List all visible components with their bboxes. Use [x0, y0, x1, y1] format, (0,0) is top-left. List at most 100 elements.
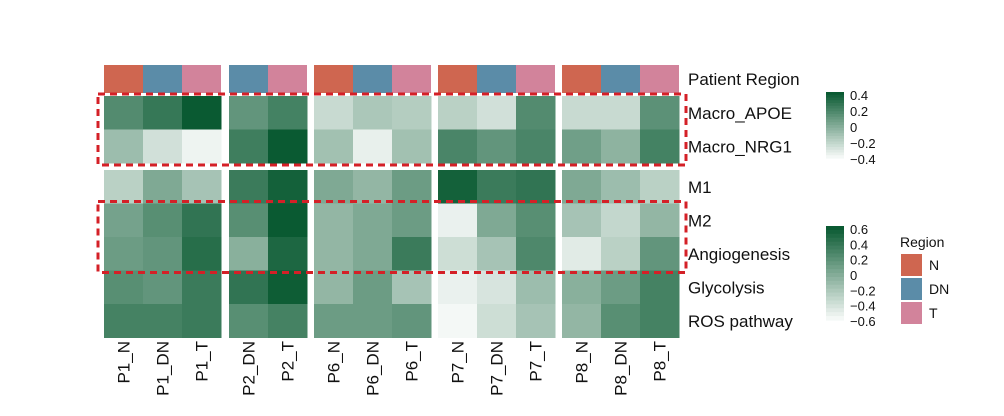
- heatmap-cell-Macro_NRG1-P7_T: [516, 129, 556, 164]
- heatmap-cell-Glycolysis-P8_DN: [601, 270, 641, 305]
- heatmap-cell-ROS pathway-P1_N: [104, 304, 144, 338]
- color-scale-1-step-9: [826, 261, 844, 266]
- color-scale-0-step-16: [826, 136, 844, 140]
- heatmap-cell-ROS pathway-P6_T: [392, 304, 432, 338]
- heatmap-cell-Macro_NRG1-P1_N: [104, 129, 144, 164]
- color-scale-1-step-17: [826, 292, 844, 298]
- color-scale-0-step-11: [826, 122, 844, 126]
- heatmap-cell-M2-P2_T: [268, 203, 308, 238]
- color-scale-0-step-17: [826, 138, 844, 143]
- heatmap-cell-M1-P7_N: [438, 170, 478, 204]
- heatmap-cell-M1-P6_T: [392, 170, 432, 204]
- row-label-ROS pathway: ROS pathway: [688, 312, 793, 331]
- heatmap-cell-M2-P8_N: [562, 203, 602, 238]
- heatmap-cell-M1-P6_DN: [353, 170, 393, 204]
- region-legend-label-T: T: [929, 305, 938, 321]
- region-legend-swatch-DN: [901, 278, 922, 300]
- annotation-cell-P6_DN: [353, 65, 392, 93]
- highlight-box-1: [96, 200, 688, 274]
- column-label-P1_N: P1_N: [115, 341, 134, 384]
- heatmap-cell-Angiogenesis-P1_DN: [143, 237, 183, 271]
- heatmap-cell-Glycolysis-P1_N: [104, 270, 144, 305]
- heatmap-cell-Macro_APOE-P8_DN: [601, 96, 641, 130]
- heatmap-cell-M2-P7_DN: [477, 203, 517, 238]
- heatmap-cell-M2-P1_N: [104, 203, 144, 238]
- heatmap-cell-Glycolysis-P1_T: [182, 270, 222, 305]
- color-scale-1-step-1: [826, 229, 844, 235]
- heatmap-cell-Macro_NRG1-P7_N: [438, 129, 478, 164]
- heatmap-cell-Macro_APOE-P7_DN: [477, 96, 517, 130]
- heatmap-cell-Angiogenesis-P7_DN: [477, 237, 517, 271]
- color-scale-1-step-2: [826, 233, 844, 239]
- color-scale-1-step-23: [826, 316, 844, 321]
- color-scale-0-step-8: [826, 114, 844, 118]
- color-scale-1-step-12: [826, 273, 844, 278]
- heatmap-cell-ROS pathway-P7_N: [438, 304, 478, 338]
- heatmap-cell-M2-P7_T: [516, 203, 556, 238]
- heatmap-cell-Macro_NRG1-P8_N: [562, 129, 602, 164]
- heatmap-cell-ROS pathway-P2_T: [268, 304, 308, 338]
- column-label-P1_T: P1_T: [193, 341, 212, 382]
- heatmap-cell-Macro_APOE-P2_DN: [229, 96, 269, 130]
- heatmap-cell-Angiogenesis-P1_T: [182, 237, 222, 271]
- color-scale-0-tick-1: 0.2: [850, 104, 868, 119]
- heatmap-cell-M2-P6_T: [392, 203, 432, 238]
- color-scale-1-step-5: [826, 245, 844, 251]
- heatmap-cell-Macro_APOE-P7_T: [516, 96, 556, 130]
- heatmap-cell-M1-P1_DN: [143, 170, 183, 204]
- annotation-cell-P8_T: [640, 65, 679, 93]
- heatmap-cell-Glycolysis-P8_N: [562, 270, 602, 305]
- heatmap-cell-M2-P6_DN: [353, 203, 393, 238]
- heatmap-cell-Macro_APOE-P2_T: [268, 96, 308, 130]
- heatmap-cell-Angiogenesis-P6_T: [392, 237, 432, 271]
- heatmap-cell-Macro_APOE-P6_DN: [353, 96, 393, 130]
- heatmap-cell-Glycolysis-P6_DN: [353, 270, 393, 305]
- heatmap-cell-M1-P2_T: [268, 170, 308, 204]
- heatmap-cell-Macro_APOE-P1_N: [104, 96, 144, 130]
- heatmap-cell-ROS pathway-P1_T: [182, 304, 222, 338]
- heatmap-cell-Glycolysis-P1_DN: [143, 270, 183, 305]
- column-label-P1_DN: P1_DN: [154, 341, 173, 396]
- annotation-cell-P2_DN: [229, 65, 268, 93]
- heatmap-cell-Angiogenesis-P2_T: [268, 237, 308, 271]
- heatmap-cell-Macro_NRG1-P8_DN: [601, 129, 641, 164]
- heatmap-cell-Glycolysis-P2_T: [268, 270, 308, 305]
- color-scale-1-step-20: [826, 304, 844, 309]
- color-scale-1-tick-0: 0.6: [850, 222, 868, 237]
- color-scale-0-step-21: [826, 149, 844, 154]
- color-scale-1-step-19: [826, 300, 844, 305]
- color-scale-1-tick-1: 0.4: [850, 237, 868, 252]
- heatmap-cell-Macro_NRG1-P6_DN: [353, 129, 393, 164]
- color-scale-1-step-3: [826, 237, 844, 243]
- column-label-P8_T: P8_T: [651, 341, 670, 382]
- heatmap-cell-ROS pathway-P1_DN: [143, 304, 183, 338]
- annotation-cell-P7_DN: [477, 65, 516, 93]
- heatmap-cell-Macro_APOE-P8_T: [640, 96, 680, 130]
- color-scale-0-step-6: [826, 108, 844, 112]
- annotation-cell-P6_T: [392, 65, 431, 93]
- heatmap-cell-Angiogenesis-P8_T: [640, 237, 680, 271]
- color-scale-0-step-14: [826, 130, 844, 134]
- color-scale-0-tick-0: 0.4: [850, 88, 868, 103]
- heatmap-cell-M2-P1_T: [182, 203, 222, 238]
- column-label-P8_DN: P8_DN: [612, 341, 631, 396]
- row-label-Macro_APOE: Macro_APOE: [688, 104, 792, 123]
- heatmap-cell-M1-P7_T: [516, 170, 556, 204]
- color-scale-0-step-9: [826, 116, 844, 121]
- color-scale-0-step-18: [826, 141, 844, 145]
- heatmap-cell-Angiogenesis-P7_N: [438, 237, 478, 271]
- row-label-Glycolysis: Glycolysis: [688, 278, 765, 297]
- heatmap-cell-Macro_NRG1-P1_T: [182, 129, 222, 164]
- heatmap-cell-Angiogenesis-P1_N: [104, 237, 144, 271]
- heatmap-cell-ROS pathway-P6_DN: [353, 304, 393, 338]
- heatmap-cell-ROS pathway-P8_DN: [601, 304, 641, 338]
- heatmap-cell-M1-P1_N: [104, 170, 144, 204]
- heatmap-cell-M2-P8_T: [640, 203, 680, 238]
- color-scale-0-step-15: [826, 133, 844, 137]
- heatmap-cell-Angiogenesis-P8_N: [562, 237, 602, 271]
- color-scale-1-step-22: [826, 312, 844, 317]
- heatmap-cell-Glycolysis-P6_N: [314, 270, 354, 305]
- heatmap-cell-Macro_APOE-P8_N: [562, 96, 602, 130]
- region-legend-label-N: N: [929, 257, 939, 273]
- heatmap-cell-M2-P2_DN: [229, 203, 269, 238]
